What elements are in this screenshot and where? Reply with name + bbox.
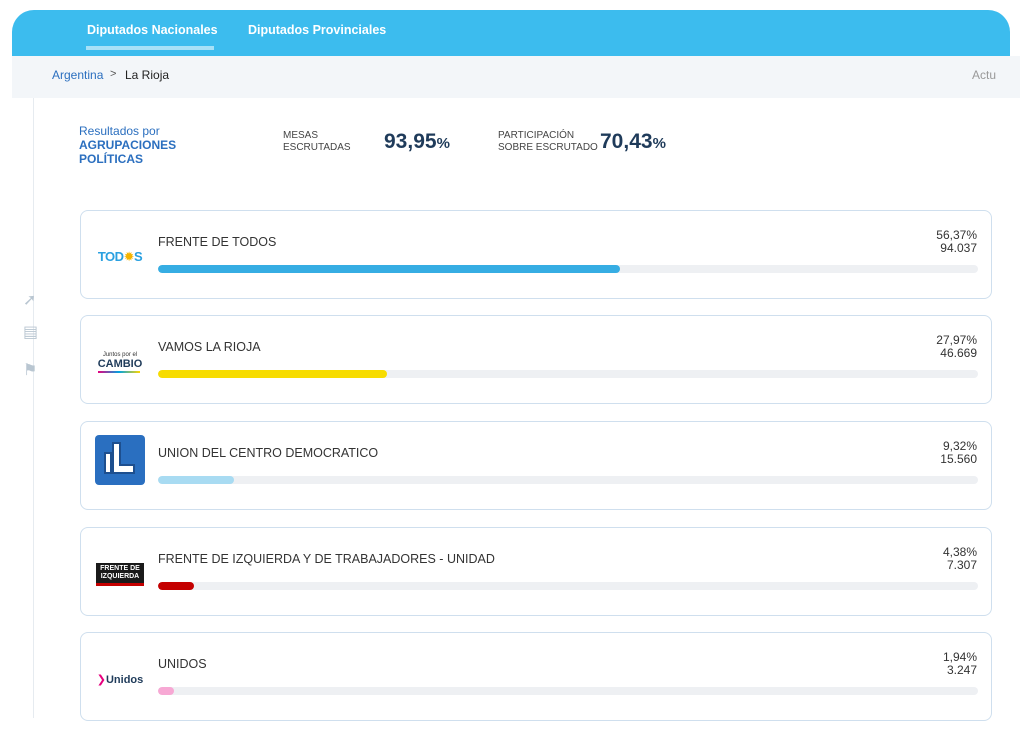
summary-title-line1: Resultados por [79, 124, 160, 138]
mesas-escrutadas-value: 93,95% [384, 130, 450, 153]
progress-bar [158, 265, 978, 273]
result-card[interactable]: ❯Unidos UNIDOS 1,94% 3.247 [80, 632, 992, 721]
juntos-por-el-cambio-logo: Juntos por el CAMBIO [93, 342, 147, 382]
progress-fill [158, 370, 388, 378]
breadcrumb-current-la-rioja: La Rioja [125, 68, 170, 82]
progress-bar [158, 687, 978, 695]
party-votes: 3.247 [946, 663, 977, 677]
participacion-value: 70,43% [600, 130, 666, 153]
party-votes: 94.037 [940, 241, 977, 255]
result-card[interactable]: Juntos por el CAMBIO VAMOS LA RIOJA 27,9… [80, 315, 992, 404]
progress-fill [158, 582, 194, 590]
progress-bar [158, 370, 978, 378]
frente-de-izquierda-logo: FRENTE DE IZQUIERDA [93, 554, 147, 594]
progress-fill [158, 687, 174, 695]
summary-title-line2: AGRUPACIONES POLÍTICAS [79, 138, 177, 166]
party-votes: 46.669 [940, 346, 977, 360]
party-name: UNIDOS [158, 657, 207, 671]
ucd-hand-logo [93, 435, 147, 485]
active-tab-indicator [86, 46, 214, 50]
progress-fill [158, 265, 621, 273]
party-votes: 7.307 [946, 558, 977, 572]
content-divider [33, 98, 34, 718]
top-nav-bar: Diputados Nacionales Diputados Provincia… [12, 10, 1010, 60]
mesas-escrutadas-label: MESAS ESCRUTADAS [283, 130, 351, 153]
party-name: FRENTE DE IZQUIERDA Y DE TRABAJADORES - … [158, 552, 495, 566]
unidos-logo: ❯Unidos [96, 673, 144, 686]
tab-diputados-nacionales[interactable]: Diputados Nacionales [87, 23, 218, 37]
party-name: VAMOS LA RIOJA [158, 340, 261, 354]
progress-fill [158, 476, 235, 484]
todos-logo: TOD✹S [97, 249, 143, 264]
party-percentage: 1,94% [942, 650, 977, 664]
result-card[interactable]: UNION DEL CENTRO DEMOCRATICO 9,32% 15.56… [80, 421, 992, 510]
breadcrumb-separator: > [110, 68, 117, 80]
result-card[interactable]: FRENTE DE IZQUIERDA FRENTE DE IZQUIERDA … [80, 527, 992, 616]
progress-bar [158, 476, 978, 484]
map-icon[interactable]: ⚑ [23, 362, 38, 379]
party-percentage: 9,32% [942, 439, 977, 453]
update-label: Actu [972, 68, 997, 82]
party-votes: 15.560 [940, 452, 977, 466]
tab-diputados-provinciales[interactable]: Diputados Provinciales [248, 23, 387, 37]
party-name: UNION DEL CENTRO DEMOCRATICO [158, 446, 379, 460]
breadcrumb-link-argentina[interactable]: Argentina [52, 68, 104, 82]
participacion-label: PARTICIPACIÓN SOBRE ESCRUTADO [498, 130, 598, 153]
party-name: FRENTE DE TODOS [158, 235, 277, 249]
party-percentage: 27,97% [936, 333, 977, 347]
progress-bar [158, 582, 978, 590]
result-card[interactable]: TOD✹S FRENTE DE TODOS 56,37% 94.037 [80, 210, 992, 299]
party-percentage: 56,37% [936, 228, 977, 242]
share-icon[interactable]: ➚ [23, 292, 37, 309]
party-percentage: 4,38% [942, 545, 977, 559]
breadcrumb: Argentina > La Rioja Actu [12, 56, 1020, 98]
chart-icon[interactable]: ▤ [23, 324, 39, 341]
